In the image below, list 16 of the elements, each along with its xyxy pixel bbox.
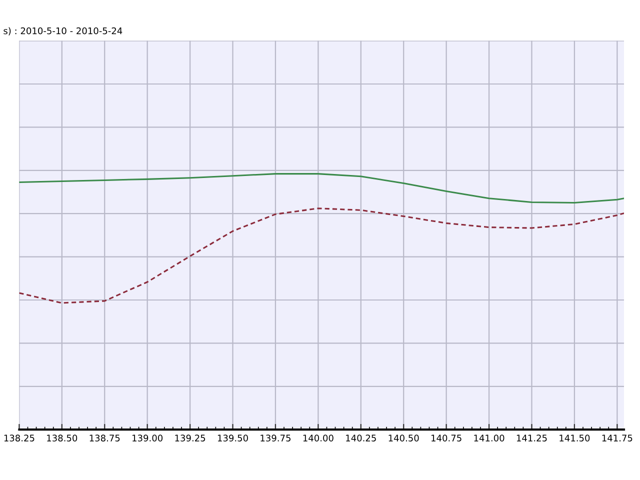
x-tick-label: 140.50 [388, 434, 419, 442]
chart-title: s) : 2010-5-10 - 2010-5-24 [4, 27, 122, 36]
x-tick-label: 141.00 [474, 434, 504, 442]
x-tick-label: 140.00 [303, 434, 334, 442]
x-tick-label: 140.75 [432, 434, 462, 442]
x-tick-label: 139.00 [132, 434, 163, 442]
x-tick-label: 139.75 [260, 434, 290, 442]
x-tick-label: 138.75 [90, 434, 120, 442]
x-tick-label: 141.75 [602, 434, 632, 442]
x-tick-label: 138.25 [4, 434, 34, 442]
x-tick-label: 138.50 [47, 434, 78, 442]
x-tick-label: 141.50 [560, 434, 590, 442]
x-tick-label: 139.50 [218, 434, 248, 442]
x-tick-label: 139.25 [175, 434, 206, 442]
x-tick-label: 141.25 [516, 434, 547, 442]
x-tick-label: 140.25 [346, 434, 376, 442]
